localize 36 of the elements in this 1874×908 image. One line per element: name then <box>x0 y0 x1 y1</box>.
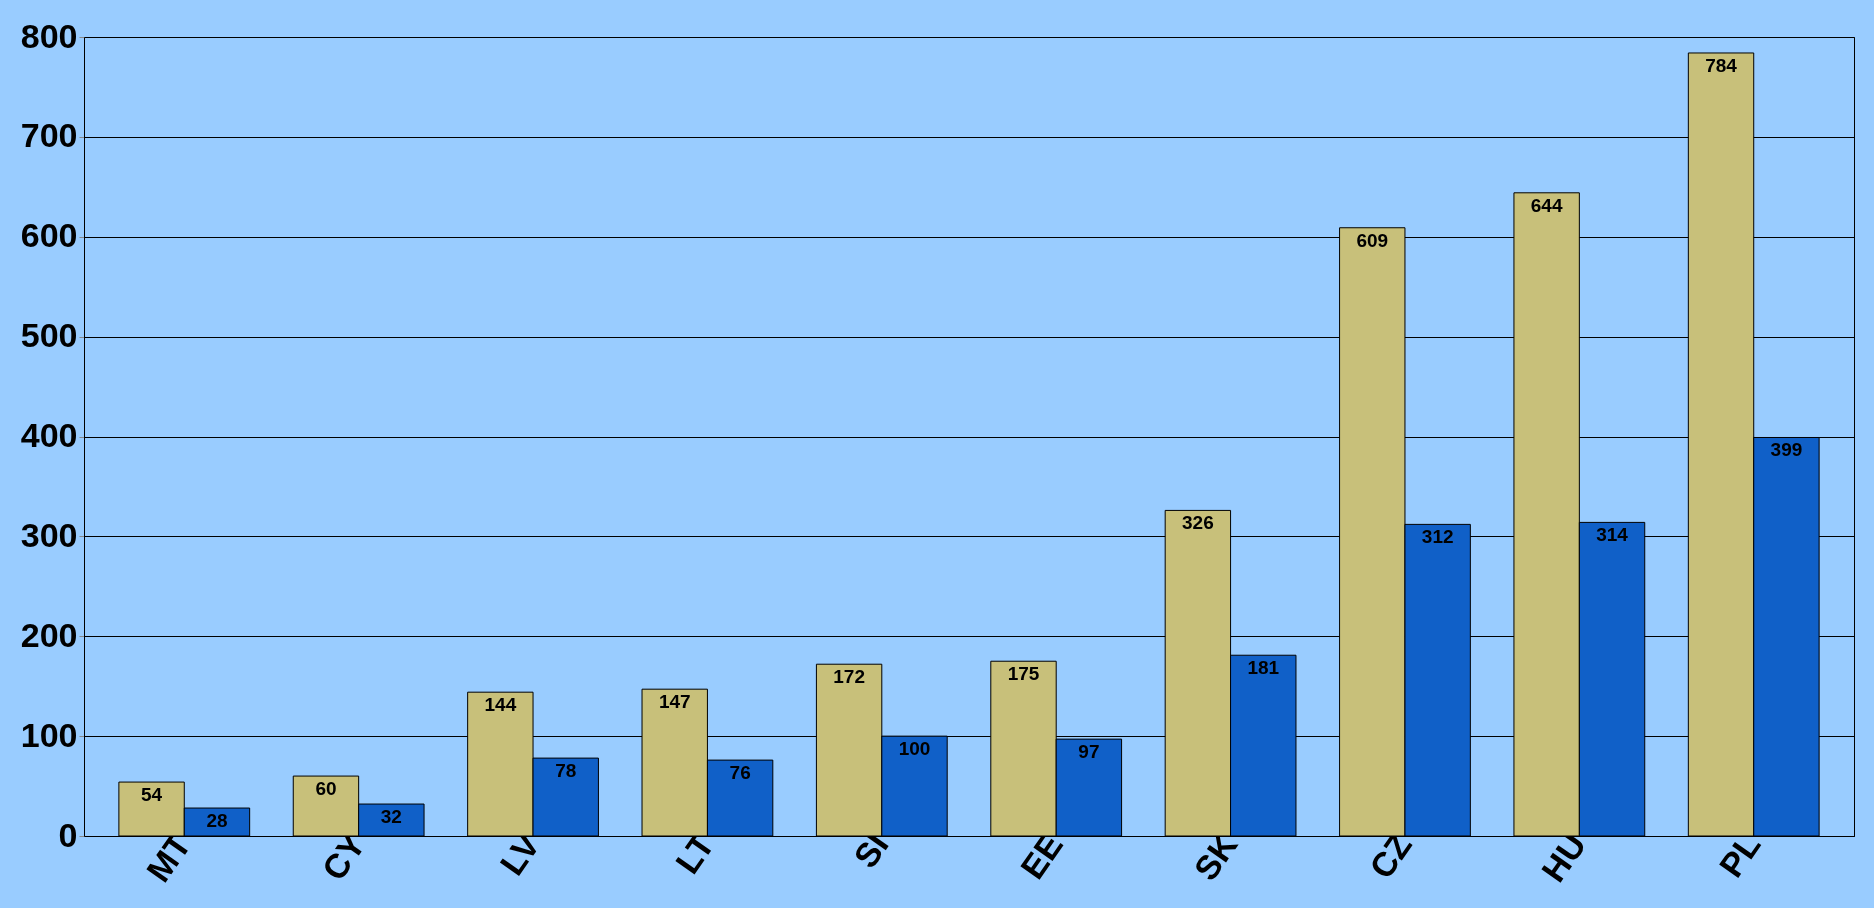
data-label: 181 <box>1247 657 1280 679</box>
y-tick-label: 100 <box>20 715 78 754</box>
y-tick-label: 300 <box>20 515 78 554</box>
data-label: 100 <box>898 738 931 760</box>
data-label: 644 <box>1530 194 1563 216</box>
data-label: 60 <box>315 778 337 800</box>
data-label: 399 <box>1770 439 1803 461</box>
x-tick-label: EE <box>1012 826 1071 886</box>
data-label: 147 <box>658 691 691 713</box>
y-tick-label: 0 <box>58 815 78 854</box>
data-label: 54 <box>141 784 163 806</box>
data-label: 144 <box>484 694 517 716</box>
y-tick-label: 400 <box>20 416 78 454</box>
x-tick-label: CZ <box>1361 826 1419 886</box>
data-label: 326 <box>1182 512 1214 534</box>
x-tick-label: HU <box>1533 826 1594 889</box>
y-tick-label: 200 <box>20 615 78 654</box>
y-tick-label: 500 <box>20 316 78 355</box>
data-label: 76 <box>729 762 751 784</box>
x-tick-label: PL <box>1711 826 1768 884</box>
x-tick-label: CY <box>314 826 373 887</box>
data-label: 175 <box>1007 663 1040 685</box>
data-label: 609 <box>1356 229 1389 251</box>
data-label: 172 <box>833 666 865 688</box>
data-label: 784 <box>1705 54 1738 76</box>
y-tick-label: 700 <box>20 116 78 155</box>
data-label: 97 <box>1078 741 1100 763</box>
y-tick-label: 800 <box>20 16 78 55</box>
x-tick-label: MT <box>138 826 199 889</box>
data-label: 78 <box>555 760 577 782</box>
x-tick-label: SK <box>1186 826 1245 887</box>
data-label: 32 <box>380 806 402 828</box>
y-tick-label: 600 <box>20 216 78 255</box>
data-label: 28 <box>206 810 228 832</box>
data-label: 314 <box>1596 524 1629 546</box>
data-label: 312 <box>1421 526 1454 548</box>
